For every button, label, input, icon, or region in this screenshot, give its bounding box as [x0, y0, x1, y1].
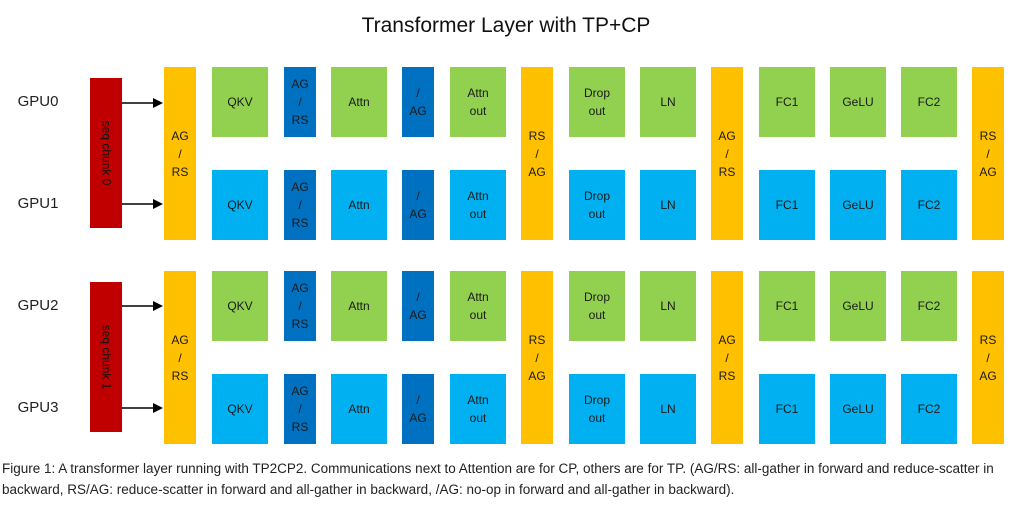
fc2-block-gpu1: FC2	[901, 170, 957, 240]
tp-comm-rs-ag-attn-b: RS / AG	[521, 271, 553, 444]
dropout-block-gpu2: Drop out	[569, 271, 625, 341]
attn-out-block-gpu1: Attn out	[450, 170, 506, 240]
cp-comm-ag-rs-gpu3: AG / RS	[284, 374, 316, 444]
ln-block-gpu0: LN	[640, 67, 696, 137]
fc2-block-gpu0: FC2	[901, 67, 957, 137]
tp-comm-ag-rs-input-a: AG / RS	[164, 67, 196, 240]
gpu-label-3: GPU3	[17, 399, 59, 416]
cp-comm-ag-rs-gpu2: AG / RS	[284, 271, 316, 341]
attn-block-gpu0: Attn	[331, 67, 387, 137]
qkv-block-gpu3: QKV	[212, 374, 268, 444]
qkv-block-gpu1: QKV	[212, 170, 268, 240]
arrow-gpu0	[122, 98, 163, 108]
gpu-label-0: GPU0	[17, 93, 59, 110]
figure-caption: Figure 1: A transformer layer running wi…	[2, 461, 994, 497]
gelu-block-gpu3: GeLU	[830, 374, 886, 444]
dropout-block-gpu1: Drop out	[569, 170, 625, 240]
attn-block-gpu2: Attn	[331, 271, 387, 341]
cp-comm-ag-rs-gpu1: AG / RS	[284, 170, 316, 240]
arrow-gpu2	[122, 301, 163, 311]
attn-out-block-gpu3: Attn out	[450, 374, 506, 444]
fc1-block-gpu2: FC1	[759, 271, 815, 341]
cp-comm-ag-rs-gpu0: AG / RS	[284, 67, 316, 137]
tp-comm-ag-rs-mlp-b: AG / RS	[711, 271, 743, 444]
diagram-title: Transformer Layer with TP+CP	[361, 14, 651, 37]
attn-block-gpu1: Attn	[331, 170, 387, 240]
dropout-block-gpu3: Drop out	[569, 374, 625, 444]
ln-block-gpu2: LN	[640, 271, 696, 341]
tp-comm-rs-ag-attn-a: RS / AG	[521, 67, 553, 240]
cp-comm-no-ag-gpu3: / AG	[402, 374, 434, 444]
arrow-gpu3	[122, 403, 163, 413]
gpu-label-2: GPU2	[17, 297, 59, 314]
cp-comm-no-ag-gpu2: / AG	[402, 271, 434, 341]
fc1-block-gpu0: FC1	[759, 67, 815, 137]
seq-chunk-1-label: seq chunk 1	[99, 324, 113, 390]
fc1-block-gpu3: FC1	[759, 374, 815, 444]
gelu-block-gpu0: GeLU	[830, 67, 886, 137]
qkv-block-gpu0: QKV	[212, 67, 268, 137]
gelu-block-gpu1: GeLU	[830, 170, 886, 240]
gpu-label-1: GPU1	[17, 195, 59, 212]
tp-comm-rs-ag-output-b: RS / AG	[972, 271, 1004, 444]
attn-block-gpu3: Attn	[331, 374, 387, 444]
tp-comm-ag-rs-input-b: AG / RS	[164, 271, 196, 444]
qkv-block-gpu2: QKV	[212, 271, 268, 341]
tp-comm-rs-ag-output-a: RS / AG	[972, 67, 1004, 240]
seq-chunk-0: seq chunk 0	[90, 78, 122, 228]
seq-chunk-0-label: seq chunk 0	[99, 120, 113, 186]
attn-out-block-gpu2: Attn out	[450, 271, 506, 341]
ln-block-gpu1: LN	[640, 170, 696, 240]
dropout-block-gpu0: Drop out	[569, 67, 625, 137]
tp-comm-ag-rs-mlp-a: AG / RS	[711, 67, 743, 240]
ln-block-gpu3: LN	[640, 374, 696, 444]
fc1-block-gpu1: FC1	[759, 170, 815, 240]
cp-comm-no-ag-gpu0: / AG	[402, 67, 434, 137]
fc2-block-gpu3: FC2	[901, 374, 957, 444]
cp-comm-no-ag-gpu1: / AG	[402, 170, 434, 240]
attn-out-block-gpu0: Attn out	[450, 67, 506, 137]
arrow-gpu1	[122, 199, 163, 209]
fc2-block-gpu2: FC2	[901, 271, 957, 341]
seq-chunk-1: seq chunk 1	[90, 282, 122, 432]
gelu-block-gpu2: GeLU	[830, 271, 886, 341]
